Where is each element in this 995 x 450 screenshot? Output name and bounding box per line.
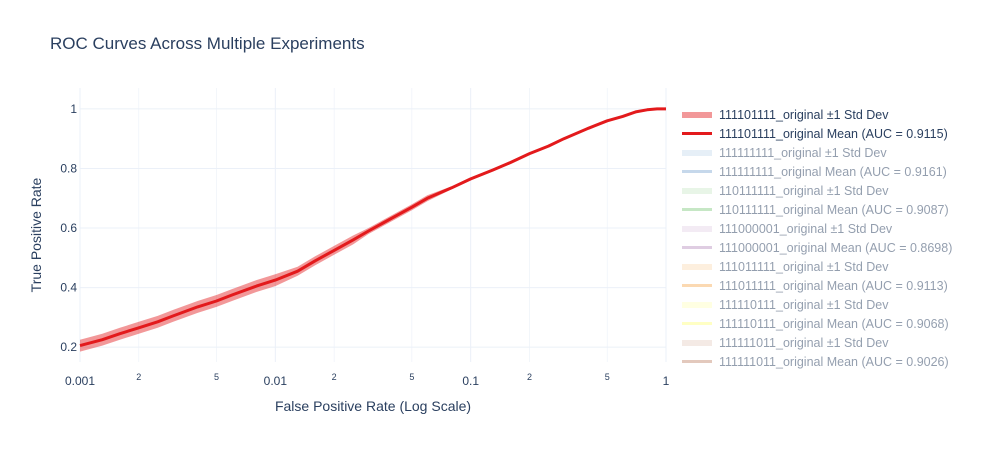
legend-item-mean[interactable]: 111110111_original Mean (AUC = 0.9068) xyxy=(682,314,992,333)
legend-label: 111011111_original ±1 Std Dev xyxy=(719,259,889,274)
legend-label: 111101111_original Mean (AUC = 0.9115) xyxy=(719,126,948,141)
chart-title: ROC Curves Across Multiple Experiments xyxy=(50,34,365,53)
x-tick-label: 1 xyxy=(663,374,670,388)
legend-item-mean[interactable]: 111111111_original Mean (AUC = 0.9161) xyxy=(682,162,992,181)
legend-item-band[interactable]: 111111011_original ±1 Std Dev xyxy=(682,333,992,352)
legend-label: 111110111_original ±1 Std Dev xyxy=(719,297,889,312)
legend-label: 111000001_original Mean (AUC = 0.8698) xyxy=(719,240,953,255)
y-tick-label: 0.6 xyxy=(60,221,77,235)
x-tick-label: 0.1 xyxy=(462,374,479,388)
legend-label: 111111111_original ±1 Std Dev xyxy=(719,145,887,160)
legend-label: 111101111_original ±1 Std Dev xyxy=(719,107,889,122)
legend-label: 110111111_original ±1 Std Dev xyxy=(719,183,889,198)
legend-swatch xyxy=(682,162,712,181)
legend-swatch xyxy=(682,143,712,162)
y-tick-label: 0.2 xyxy=(60,340,77,354)
legend: 111101111_original ±1 Std Dev 111101111_o… xyxy=(682,105,992,371)
legend-item-mean[interactable]: 111111011_original Mean (AUC = 0.9026) xyxy=(682,352,992,371)
legend-item-mean[interactable]: 110111111_original Mean (AUC = 0.9087) xyxy=(682,200,992,219)
legend-swatch xyxy=(682,314,712,333)
y-tick-label: 1 xyxy=(70,102,77,116)
legend-swatch xyxy=(682,181,712,200)
legend-label: 111011111_original Mean (AUC = 0.9113) xyxy=(719,278,948,293)
legend-swatch xyxy=(682,295,712,314)
legend-item-mean[interactable]: 111011111_original Mean (AUC = 0.9113) xyxy=(682,276,992,295)
legend-swatch xyxy=(682,219,712,238)
legend-label: 111000001_original ±1 Std Dev xyxy=(719,221,893,236)
legend-swatch xyxy=(682,105,712,124)
legend-item-mean[interactable]: 111101111_original Mean (AUC = 0.9115) xyxy=(682,124,992,143)
legend-swatch xyxy=(682,352,712,371)
axis-ticks: 0.2 0.4 0.6 0.8 1 0.001 2 5 0.01 2 5 0.1 2 5 1 xyxy=(60,102,669,388)
x-tick-label: 2 xyxy=(136,372,141,382)
legend-swatch xyxy=(682,276,712,295)
legend-item-band[interactable]: 111110111_original ±1 Std Dev xyxy=(682,295,992,314)
x-tick-label: 5 xyxy=(605,372,610,382)
x-tick-label: 0.001 xyxy=(65,374,95,388)
x-tick-label: 2 xyxy=(332,372,337,382)
std-dev-bands xyxy=(80,108,666,352)
legend-item-band[interactable]: 111111111_original ±1 Std Dev xyxy=(682,143,992,162)
legend-item-mean[interactable]: 111000001_original Mean (AUC = 0.8698) xyxy=(682,238,992,257)
legend-label: 111110111_original Mean (AUC = 0.9068) xyxy=(719,316,949,331)
legend-label: 111111011_original ±1 Std Dev xyxy=(719,335,889,350)
grid xyxy=(79,88,667,362)
x-axis-title: False Positive Rate (Log Scale) xyxy=(275,398,471,414)
x-tick-label: 5 xyxy=(409,372,414,382)
legend-label: 111111011_original Mean (AUC = 0.9026) xyxy=(719,354,949,369)
std-dev-band xyxy=(80,108,666,352)
y-axis-title: True Positive Rate xyxy=(28,177,44,292)
y-tick-label: 0.8 xyxy=(60,161,77,175)
legend-swatch xyxy=(682,333,712,352)
x-tick-label: 5 xyxy=(214,372,219,382)
legend-item-band[interactable]: 111101111_original ±1 Std Dev xyxy=(682,105,992,124)
legend-item-band[interactable]: 110111111_original ±1 Std Dev xyxy=(682,181,992,200)
legend-swatch xyxy=(682,238,712,257)
mean-roc-line xyxy=(79,107,666,348)
legend-item-band[interactable]: 111000001_original ±1 Std Dev xyxy=(682,219,992,238)
x-tick-label: 0.01 xyxy=(264,374,288,388)
legend-label: 110111111_original Mean (AUC = 0.9087) xyxy=(719,202,949,217)
mean-lines xyxy=(79,107,666,348)
legend-item-band[interactable]: 111011111_original ±1 Std Dev xyxy=(682,257,992,276)
x-tick-label: 2 xyxy=(527,372,532,382)
legend-swatch xyxy=(682,257,712,276)
legend-swatch xyxy=(682,200,712,219)
legend-label: 111111111_original Mean (AUC = 0.9161) xyxy=(719,164,947,179)
y-tick-label: 0.4 xyxy=(60,281,77,295)
legend-swatch xyxy=(682,124,712,143)
